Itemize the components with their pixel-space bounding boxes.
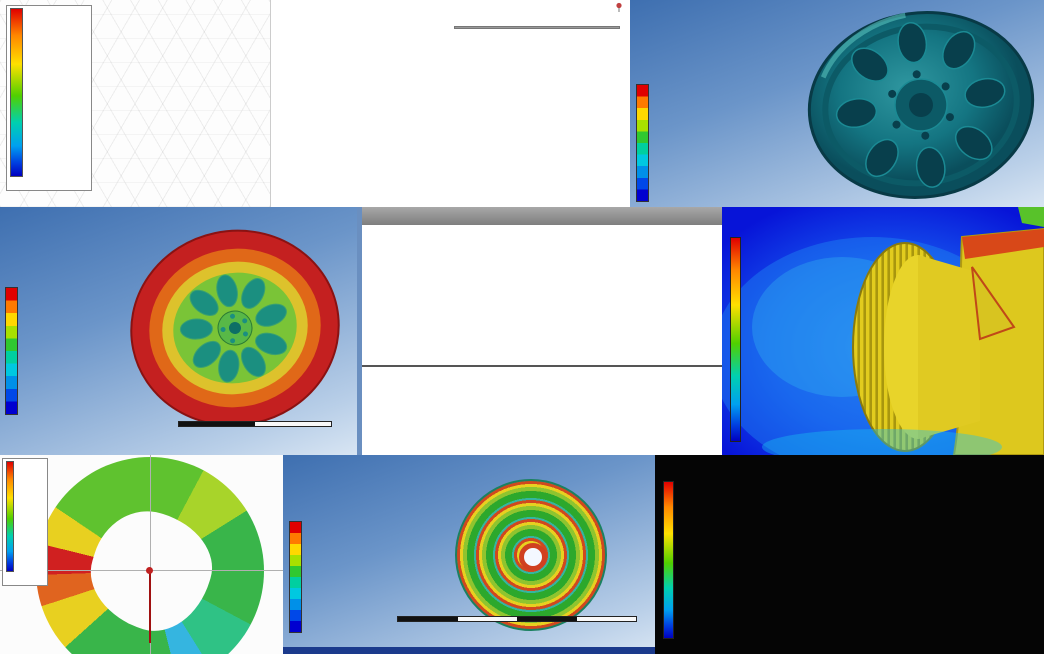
flux-legend-values — [17, 461, 44, 572]
panel-cfd-contour — [722, 207, 1044, 455]
plot-divider — [362, 365, 722, 367]
panel-pathlines — [655, 455, 1044, 654]
amplitude-plot-svg — [422, 237, 714, 332]
flux-legend — [2, 458, 48, 586]
pushpin-icon — [616, 2, 622, 12]
window-title-bar — [362, 207, 722, 225]
acoustic-disc-center-hole — [519, 543, 547, 571]
crosshair-vertical — [150, 455, 151, 654]
curve-table-header — [455, 27, 619, 28]
current-y-ticks — [273, 11, 307, 173]
particle-colorbar-strip — [663, 481, 674, 639]
flux-legend — [6, 5, 92, 191]
red-wheel-svg — [130, 229, 340, 427]
phase-y-ticks — [380, 375, 418, 421]
crosshair-horizontal — [0, 570, 283, 571]
deformation-colorbar — [5, 287, 18, 415]
scale-bar — [391, 615, 643, 623]
scale-bar — [172, 420, 338, 428]
cfd-scene-svg — [722, 207, 1044, 455]
panel-acoustic-pressure — [283, 455, 655, 654]
curve-info-table — [454, 26, 620, 29]
pressure-legend — [289, 521, 306, 633]
current-plot-svg — [309, 16, 617, 168]
amplitude-y-ticks — [380, 234, 418, 334]
teal-wheel-svg — [807, 11, 1035, 199]
deformation-legend — [636, 84, 653, 202]
panel-current-plot — [270, 0, 630, 207]
flux-colorbar — [10, 8, 23, 177]
acoustic-disc — [455, 479, 607, 631]
phase-plot-svg — [422, 375, 714, 419]
window-bottom-strip — [283, 647, 655, 654]
scale-bar-segments — [397, 616, 637, 622]
flux-legend-values — [26, 8, 88, 177]
pressure-colorbar — [289, 521, 302, 633]
particle-colorbar — [663, 481, 677, 639]
streamlines-svg — [655, 455, 1044, 654]
deformation-colorbar — [636, 84, 649, 202]
deformation-legend — [5, 287, 22, 415]
axis-marker-line — [149, 571, 151, 643]
panel-maxwell-torus — [0, 0, 270, 207]
center-marker — [146, 567, 153, 574]
panel-frequency-response — [357, 207, 722, 455]
velocity-colorbar-strip — [730, 237, 741, 442]
panel-harmonic-10000 — [630, 0, 1044, 207]
velocity-colorbar — [730, 237, 744, 442]
panel-harmonic-2000 — [0, 207, 357, 455]
scale-bar-segments — [178, 421, 332, 427]
flux-colorbar — [6, 461, 14, 572]
torus-svg — [86, 0, 270, 207]
panel-maxwell-ring — [0, 455, 283, 654]
